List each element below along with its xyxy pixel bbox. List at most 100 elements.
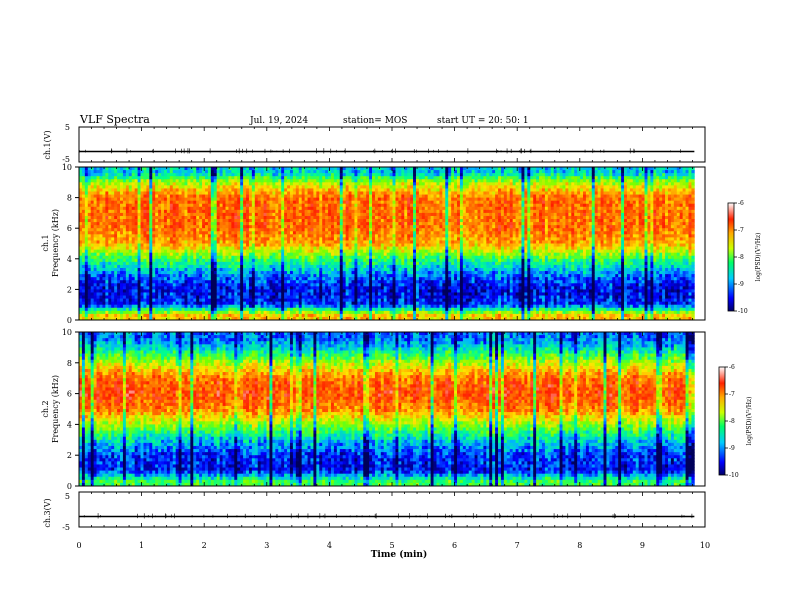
spectrogram-cell [289,246,294,250]
spectrogram-cell [287,191,291,195]
spectrogram-cell [169,249,174,254]
spectrogram-cell [295,292,300,296]
spectrogram-cell [213,307,218,312]
spectrogram-cell [166,219,171,223]
spectrogram-cell [304,283,308,287]
spectrogram-cell [155,182,159,186]
spectrogram-cell [219,246,223,250]
spectrogram-cell [193,185,197,189]
spectrogram-cell [175,286,179,290]
spectrogram-cell [345,225,349,229]
spectrogram-cell [260,222,264,226]
spectrogram-cell [193,219,197,223]
spectrogram-cell [181,243,185,247]
spectrogram-cell [342,182,346,186]
spectrogram-cell [87,271,92,275]
spectrogram-cell [278,249,282,254]
spectrogram-cell [125,283,130,287]
spectrogram-cell [161,304,165,309]
spectrogram-cell [152,170,156,174]
spectrogram-cell [275,167,279,171]
spectrogram-cell [163,191,168,195]
spectrogram-cell [354,243,358,247]
spectrogram-cell [161,176,165,180]
spectrogram-cell [298,261,303,266]
spectrogram-cell [348,237,352,241]
spectrogram-cell [360,271,364,275]
spectrogram-cell [231,243,235,247]
spectrogram-cell [278,212,282,217]
spectrogram-cell [222,277,226,281]
spectrogram-cell [205,283,209,287]
spectrogram-cell [87,200,92,205]
spectrogram-cell [178,283,182,287]
spectrogram-cell [207,228,212,232]
spectrogram-cell [319,310,323,315]
spectrogram-cell [79,289,83,293]
spectrogram-cell [87,231,92,235]
spectrogram-cell [237,295,241,299]
spectrogram-cell [79,261,83,266]
spectrogram-cell [120,225,124,229]
spectrogram-cell [96,283,100,287]
spectrogram-cell [87,215,92,220]
spectrogram-cell [205,316,209,321]
spectrogram-cell [295,243,300,247]
spectrogram-cell [207,274,212,278]
spectrogram-cell [207,231,212,235]
spectrogram-cell [172,292,177,296]
spectrogram-cell [307,271,311,275]
spectrogram-cell [102,203,106,208]
spectrogram-cell [158,286,162,290]
spectrogram-cell [313,225,317,229]
spectrogram-cell [295,167,300,171]
spectrogram-cell [205,200,209,205]
spectrogram-cell [316,261,320,266]
spectrogram-cell [251,283,256,287]
spectrogram-cell [366,200,370,205]
spectrogram-cell [289,243,294,247]
spectrogram-cell [84,222,89,226]
spectrogram-cell [158,185,162,189]
spectrogram-cell [319,301,323,306]
spectrogram-cell [99,277,103,281]
spectrogram-cell [131,310,136,315]
spectrogram-cell [257,283,262,287]
spectrogram-cell [287,185,291,189]
spectrogram-cell [275,219,279,223]
spectrogram-cell [260,200,264,205]
spectrogram-cell [336,228,341,232]
spectrogram-cell [231,310,235,315]
spectrogram-cell [275,222,279,226]
spectrogram-cell [333,215,338,220]
spectrogram-cell [298,200,303,205]
spectrogram-cell [316,212,320,217]
spectrogram-cell [84,307,89,312]
spectrogram-cell [237,212,241,217]
spectrogram-cell [366,182,370,186]
spectrogram-cell [257,258,262,263]
spectrogram-cell [114,209,118,214]
spectrogram-cell [128,209,133,214]
spectrogram-cell [322,246,326,250]
spectrogram-cell [351,255,355,260]
spectrogram-cell [316,237,320,241]
spectrogram-cell [146,292,150,296]
spectrogram-cell [281,310,285,315]
spectrogram-cell [333,295,338,299]
spectrogram-cell [161,191,165,195]
spectrogram-cell [319,200,323,205]
spectrogram-cell [178,203,182,208]
spectrogram-cell [310,231,314,235]
spectrogram-cell [310,258,314,263]
spectrogram-cell [181,301,185,306]
spectrogram-cell [222,249,226,254]
spectrogram-cell [216,271,220,275]
spectrogram-cell [149,274,153,278]
spectrogram-cell [248,307,253,312]
spectrogram-cell [128,185,133,189]
spectrogram-cell [111,176,115,180]
spectrogram-cell [260,228,264,232]
spectrogram-cell [260,185,264,189]
spectrogram-cell [298,298,303,302]
